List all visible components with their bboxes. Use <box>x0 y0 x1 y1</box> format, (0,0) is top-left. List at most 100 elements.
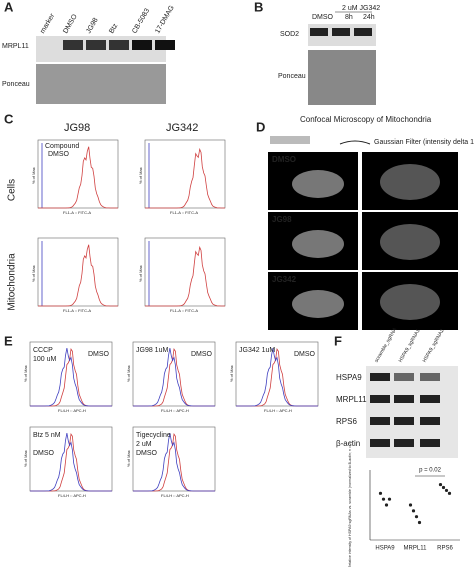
panel-label: F <box>334 333 342 348</box>
band <box>394 373 414 381</box>
control-label: DMSO <box>191 351 213 358</box>
panel-label: B <box>254 0 263 14</box>
treatment-label: CCCP <box>33 347 53 354</box>
band <box>370 373 390 381</box>
band <box>63 40 83 50</box>
dot <box>414 515 419 519</box>
histogram <box>133 348 215 407</box>
control-label: DMSO <box>294 351 316 358</box>
band <box>370 439 390 447</box>
band <box>420 439 440 447</box>
cell <box>292 290 344 318</box>
x-tick-label: RPS6 <box>437 546 453 552</box>
axis-label: FL1-A :: FITC-A <box>63 210 91 215</box>
row-label: Mitochondria <box>7 253 18 311</box>
lane-label: CB-5083 <box>131 7 151 35</box>
axis-label: % of Max <box>31 265 36 282</box>
axis-label: FL4-H :: APC-H <box>58 408 86 413</box>
lane-label: DMSO <box>62 13 79 35</box>
row-label: HSPA9 <box>336 373 362 382</box>
band <box>86 40 106 50</box>
panel-label: D <box>256 119 265 134</box>
band <box>370 395 390 403</box>
treatment-label: Tigecycline <box>136 432 171 439</box>
control-label: DMSO <box>88 351 110 358</box>
axis-label: % of Max <box>229 365 234 382</box>
band <box>354 28 372 36</box>
x-tick-label: MRPL11 <box>404 546 428 552</box>
band <box>394 417 414 425</box>
dot <box>378 491 383 495</box>
row-label: JG342 <box>272 275 297 284</box>
cell <box>292 230 344 258</box>
panel-label: C <box>4 111 14 126</box>
legend-entry: DMSO <box>48 151 70 158</box>
axis-label: FL1-A :: FITC-A <box>170 308 198 313</box>
histogram <box>30 433 112 492</box>
band <box>420 395 440 403</box>
dot <box>441 485 446 490</box>
dot <box>444 488 449 493</box>
dot <box>384 503 389 507</box>
axis-label: % of Max <box>138 265 143 282</box>
plot-frame <box>132 341 216 407</box>
axis-label: FL4-H :: APC-H <box>161 408 189 413</box>
treatment-label: JG342 1uM <box>239 347 275 354</box>
histogram <box>236 348 318 407</box>
cell <box>292 170 344 198</box>
row-label: β-actin <box>336 439 360 448</box>
treatment-label: 100 uM <box>33 356 57 363</box>
lane-label: HSPA9_sgRNA1 <box>398 328 422 364</box>
cell <box>380 164 440 200</box>
lane-label: marker <box>39 12 56 35</box>
annotation: p = 0.02 <box>419 468 442 474</box>
row-label: MRPL11 <box>2 43 29 50</box>
histogram <box>38 244 118 307</box>
lane-label: HSPA9_sgRNA2 <box>422 328 446 364</box>
dot <box>408 503 413 507</box>
axis-label: FL4-H :: APC-H <box>161 493 189 498</box>
axis-label: % of Max <box>23 450 28 467</box>
filter-label: Gaussian Filter (intensity delta 1.0) <box>374 139 474 146</box>
axis-label: % of Max <box>31 167 36 184</box>
band <box>370 417 390 425</box>
band <box>332 28 350 36</box>
histogram <box>38 146 118 209</box>
histogram <box>133 433 215 492</box>
plot-frame <box>144 237 226 307</box>
microscope-icon <box>270 136 310 144</box>
band <box>420 373 440 381</box>
lane-label: 8h <box>345 14 353 21</box>
axis-label: % of Max <box>126 365 131 382</box>
treatment-label: 2 uM <box>136 441 152 448</box>
dot <box>447 491 452 495</box>
axis-label: FL1-A :: FITC-A <box>63 308 91 313</box>
band <box>420 417 440 425</box>
dot <box>417 520 422 525</box>
plot-frame <box>37 139 119 209</box>
lane-label: scramble_sgRNA <box>374 326 399 363</box>
axis-label: % of Max <box>23 365 28 382</box>
band <box>394 439 414 447</box>
column-label: JG98 <box>64 122 90 134</box>
blot <box>36 64 166 104</box>
lane-label: Btz <box>108 22 119 35</box>
cell <box>380 284 440 320</box>
legend-entry: Compound <box>45 143 79 150</box>
plot-frame <box>37 237 119 307</box>
axis-label: % of Max <box>138 167 143 184</box>
cell <box>380 224 440 260</box>
plot-frame <box>132 426 216 492</box>
control-label: DMSO <box>136 450 158 457</box>
histogram <box>145 245 225 307</box>
plot-frame <box>29 426 113 492</box>
row-label: Ponceau <box>278 73 306 80</box>
histogram <box>145 147 225 209</box>
column-label: JG342 <box>166 122 198 134</box>
band <box>310 28 328 36</box>
axis-label: Relative intensity of HSPA9 sgRNAs vs. s… <box>348 442 352 567</box>
row-label: JG98 <box>272 215 292 224</box>
x-tick-label: HSPA9 <box>375 546 395 552</box>
control-label: DMSO <box>33 450 55 457</box>
